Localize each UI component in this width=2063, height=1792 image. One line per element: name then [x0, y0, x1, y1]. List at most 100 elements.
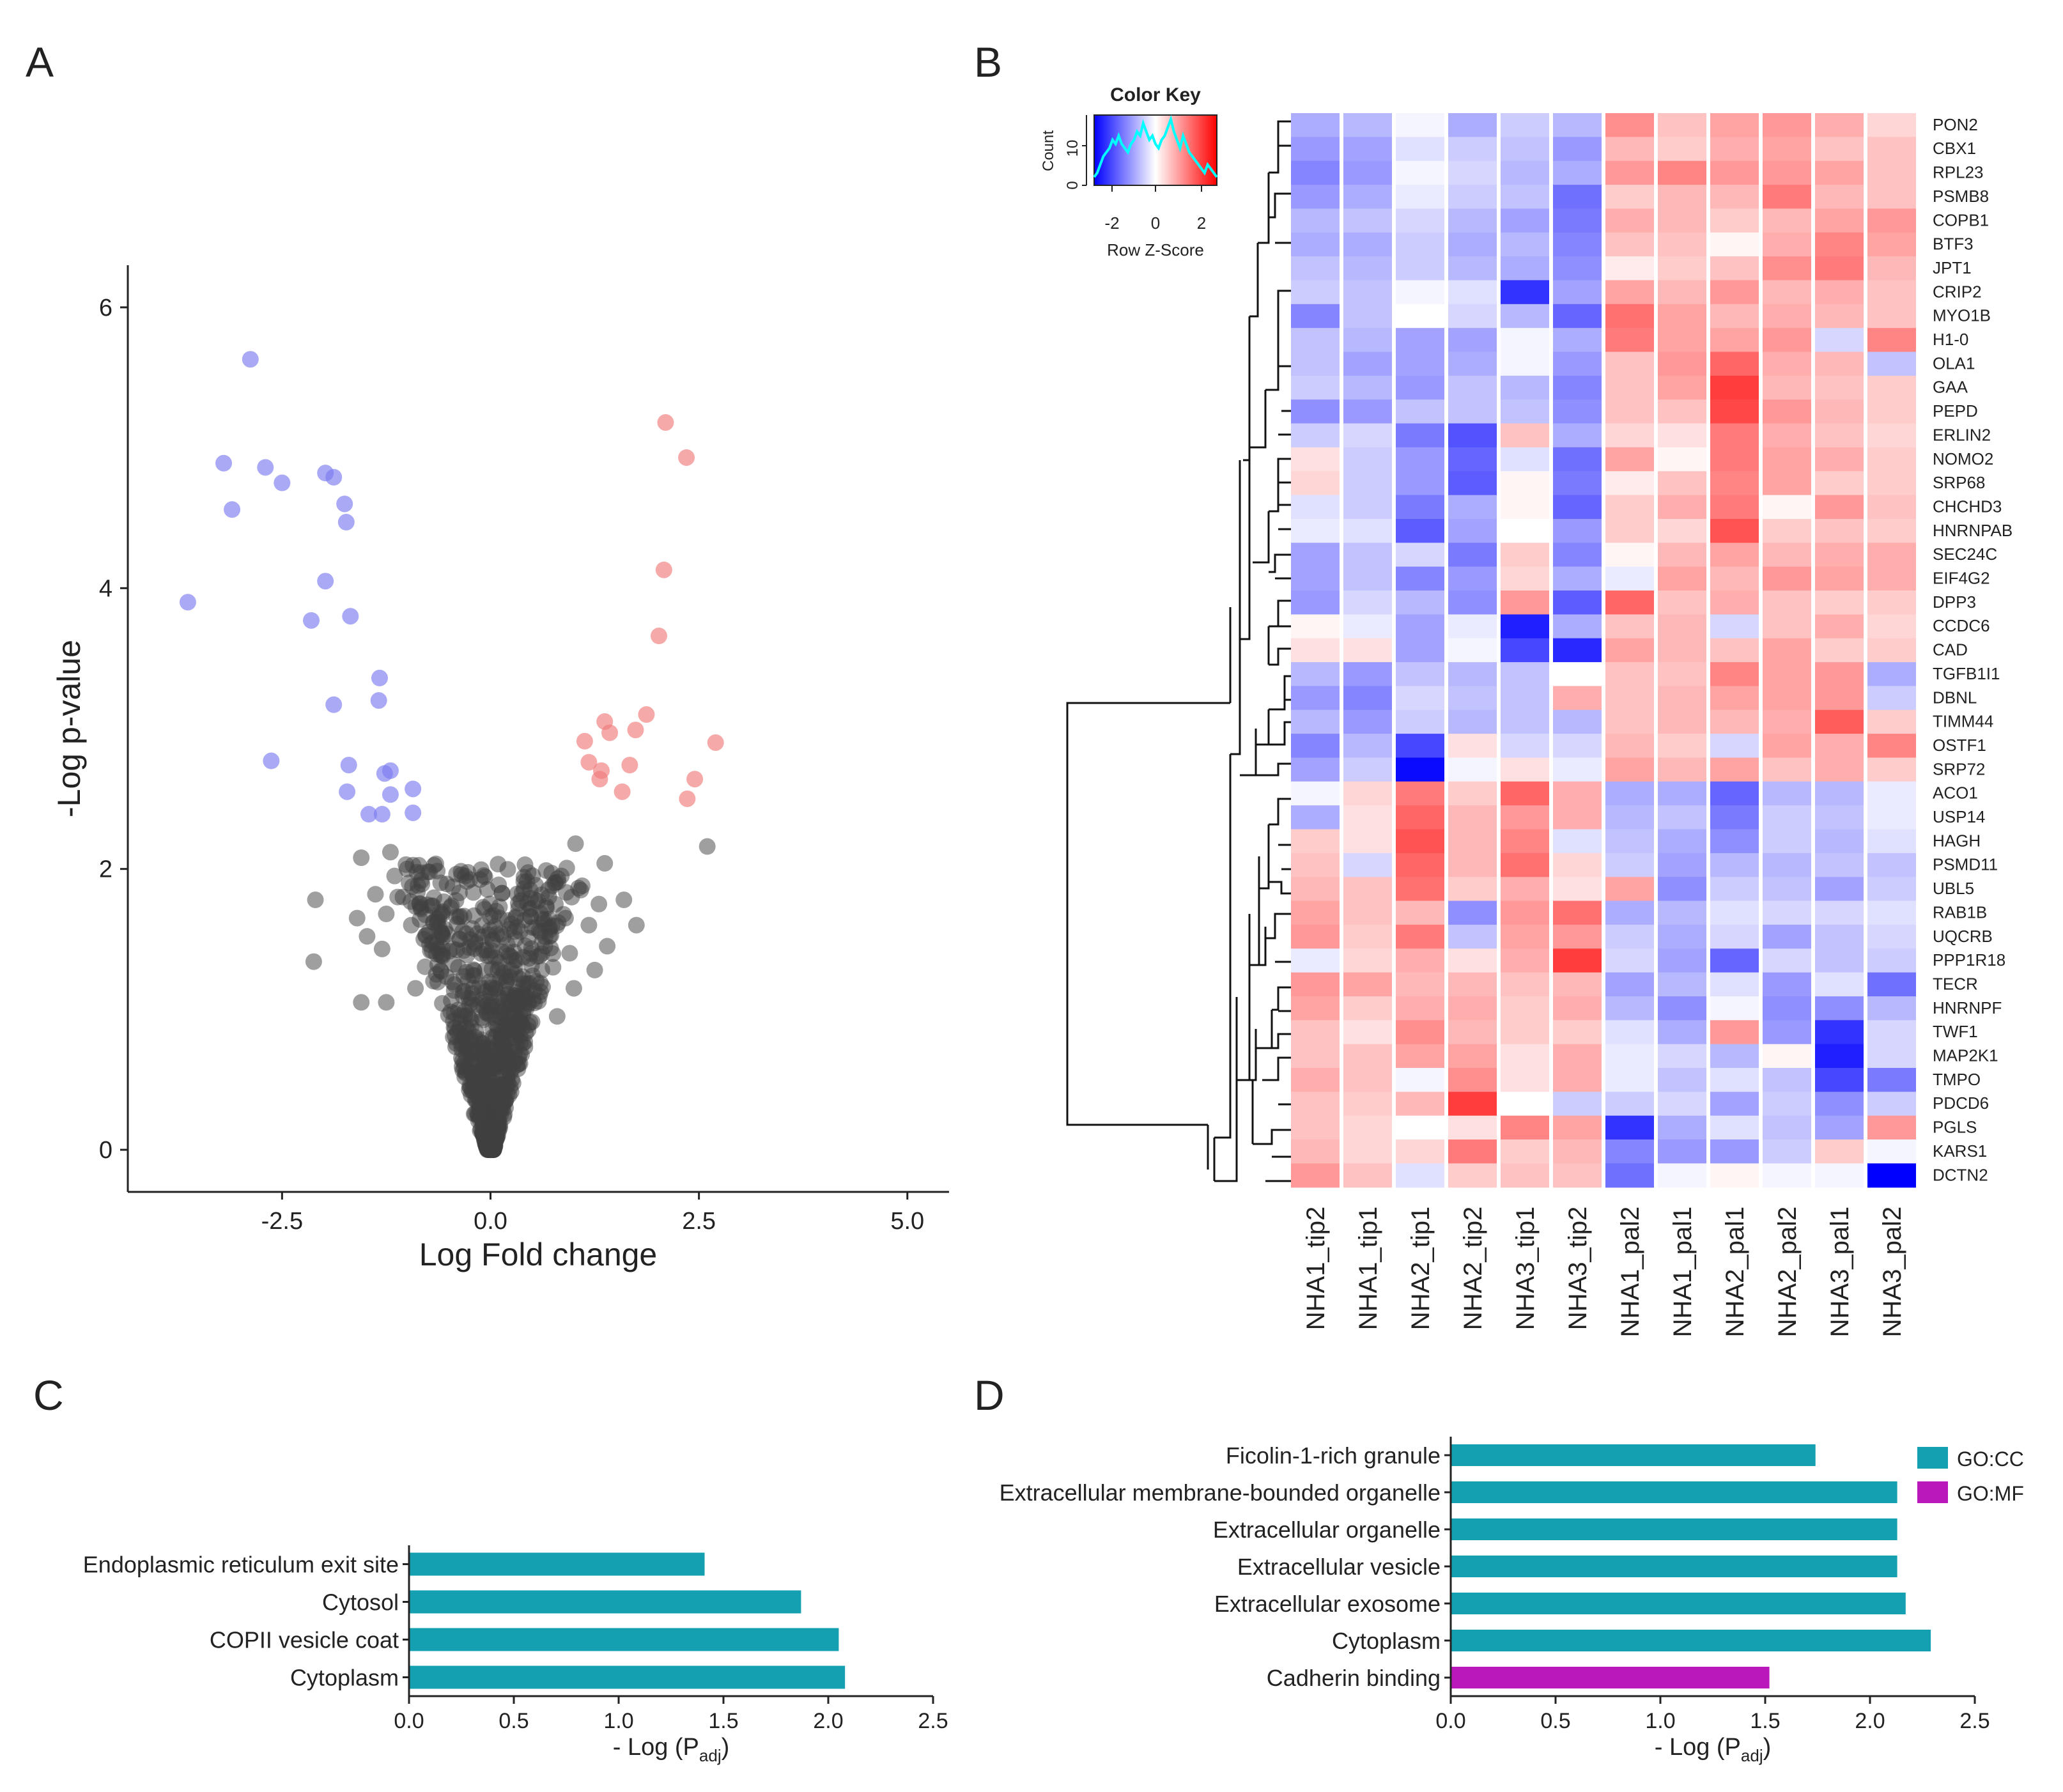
heatmap-cell — [1658, 519, 1706, 543]
ns-point — [461, 1081, 478, 1099]
heatmap-cell — [1448, 829, 1497, 854]
heatmap-cell — [1448, 423, 1497, 448]
bar-chart-d-bars: Ficolin-1-rich granule Extracellular memb… — [1000, 1442, 1931, 1691]
ns-point — [596, 854, 614, 872]
heatmap-cell — [1867, 495, 1916, 520]
heatmap-cell — [1763, 471, 1811, 496]
heatmap-cell — [1448, 160, 1497, 185]
heatmap-cell — [1710, 232, 1759, 257]
heatmap-cell — [1710, 328, 1759, 353]
ns-point — [561, 945, 578, 962]
heatmap-cell — [1501, 1092, 1549, 1116]
ns-point — [307, 892, 324, 909]
heatmap-cell — [1605, 113, 1654, 137]
heatmap-cell — [1605, 709, 1654, 734]
heatmap-cell — [1396, 471, 1444, 496]
heatmap-cell — [1501, 1139, 1549, 1164]
heatmap-cell — [1815, 304, 1864, 328]
heatmap-cell — [1815, 1163, 1864, 1188]
heatmap-cell — [1396, 662, 1444, 687]
heatmap-cell — [1501, 591, 1549, 615]
heatmap-cell — [1396, 328, 1444, 353]
category-label: Ficolin-1-rich granule — [1226, 1442, 1441, 1469]
color-key-y-label: Count — [1040, 130, 1057, 171]
heatmap-cell — [1343, 1092, 1392, 1116]
heatmap-cell — [1291, 638, 1340, 663]
heatmap-cell — [1605, 1092, 1654, 1116]
heatmap-cell — [1553, 638, 1602, 663]
legend-swatch-go-mf — [1917, 1481, 1948, 1503]
heatmap-cell — [1658, 423, 1706, 448]
bar-chart-d-ticks: 0.0 0.5 1.0 1.5 2.0 2.5 — [1435, 1696, 1990, 1733]
heatmap-cell — [1867, 805, 1916, 830]
heatmap-cell — [1658, 1163, 1706, 1188]
heatmap-cell — [1763, 972, 1811, 997]
heatmap-cell — [1605, 853, 1654, 877]
heatmap-cell — [1396, 447, 1444, 472]
heatmap-cell — [1763, 232, 1811, 257]
heatmap-cell — [1658, 208, 1706, 233]
heatmap-cell — [1763, 304, 1811, 328]
heatmap-cell — [1343, 543, 1392, 568]
heatmap-column-label: NHA2_tip1 — [1407, 1207, 1435, 1330]
heatmap-cell — [1343, 447, 1392, 472]
down-point — [215, 454, 233, 472]
ns-point — [599, 938, 616, 955]
heatmap-cell — [1658, 614, 1706, 639]
heatmap-cell — [1501, 447, 1549, 472]
heatmap-cell — [1867, 900, 1916, 925]
heatmap-cell — [1763, 662, 1811, 687]
heatmap-cell — [1553, 351, 1602, 376]
heatmap-cell — [1763, 351, 1811, 376]
heatmap-cell — [1291, 208, 1340, 233]
heatmap-cell — [1658, 1092, 1706, 1116]
x-tick-label: 1.5 — [708, 1709, 738, 1733]
heatmap-cell — [1815, 113, 1864, 137]
volcano-y-tick-label: 0 — [99, 1137, 112, 1164]
heatmap-row-label: KARS1 — [1933, 1141, 1987, 1161]
bar-chart-c-x-label: - Log (Padj) — [613, 1734, 730, 1765]
heatmap-row-label: EIF4G2 — [1933, 569, 1990, 588]
heatmap-cell — [1396, 1115, 1444, 1140]
category-label: COPII vesicle coat — [210, 1627, 399, 1653]
ns-point — [493, 884, 511, 902]
heatmap-row-label: SRP72 — [1933, 759, 1985, 778]
ns-point — [532, 923, 549, 941]
heatmap-cell — [1396, 948, 1444, 973]
color-key-y-tick-10: 10 — [1064, 140, 1081, 157]
ns-point — [464, 996, 481, 1014]
heatmap-cell — [1553, 137, 1602, 162]
heatmap-row-label: TMPO — [1933, 1070, 1981, 1089]
heatmap-cell — [1605, 1044, 1654, 1069]
heatmap-cell — [1291, 1115, 1340, 1140]
heatmap-cell — [1710, 662, 1759, 687]
heatmap-row-label: TWF1 — [1933, 1022, 1978, 1041]
ns-point — [353, 994, 370, 1011]
heatmap-cell — [1763, 1068, 1811, 1092]
heatmap-cell — [1763, 256, 1811, 281]
heatmap-cell — [1501, 972, 1549, 997]
heatmap-cell — [1658, 709, 1706, 734]
heatmap-cell — [1291, 1163, 1340, 1188]
heatmap-cell — [1291, 662, 1340, 687]
heatmap-cell — [1867, 1139, 1916, 1164]
ns-point — [386, 867, 403, 884]
heatmap-cell — [1710, 519, 1759, 543]
heatmap-cell — [1291, 447, 1340, 472]
bar-chart-d-x-label: - Log (Padj) — [1655, 1734, 1772, 1765]
category-label: Extracellular vesicle — [1237, 1554, 1441, 1580]
heatmap-cell — [1763, 900, 1811, 925]
x-tick-label: 1.5 — [1750, 1709, 1780, 1733]
heatmap-cell — [1658, 113, 1706, 137]
heatmap-row-label: TGFB1I1 — [1933, 664, 2000, 683]
heatmap-cell — [1763, 996, 1811, 1021]
ns-point — [565, 980, 582, 997]
heatmap-cell — [1605, 423, 1654, 448]
ns-point — [453, 1058, 470, 1075]
heatmap-cell — [1343, 471, 1392, 496]
heatmap-row-label: TECR — [1933, 975, 1978, 994]
heatmap-row-label: OSTF1 — [1933, 736, 1986, 755]
heatmap-cell — [1605, 495, 1654, 520]
ns-point — [516, 856, 534, 873]
heatmap-cell — [1343, 1139, 1392, 1164]
